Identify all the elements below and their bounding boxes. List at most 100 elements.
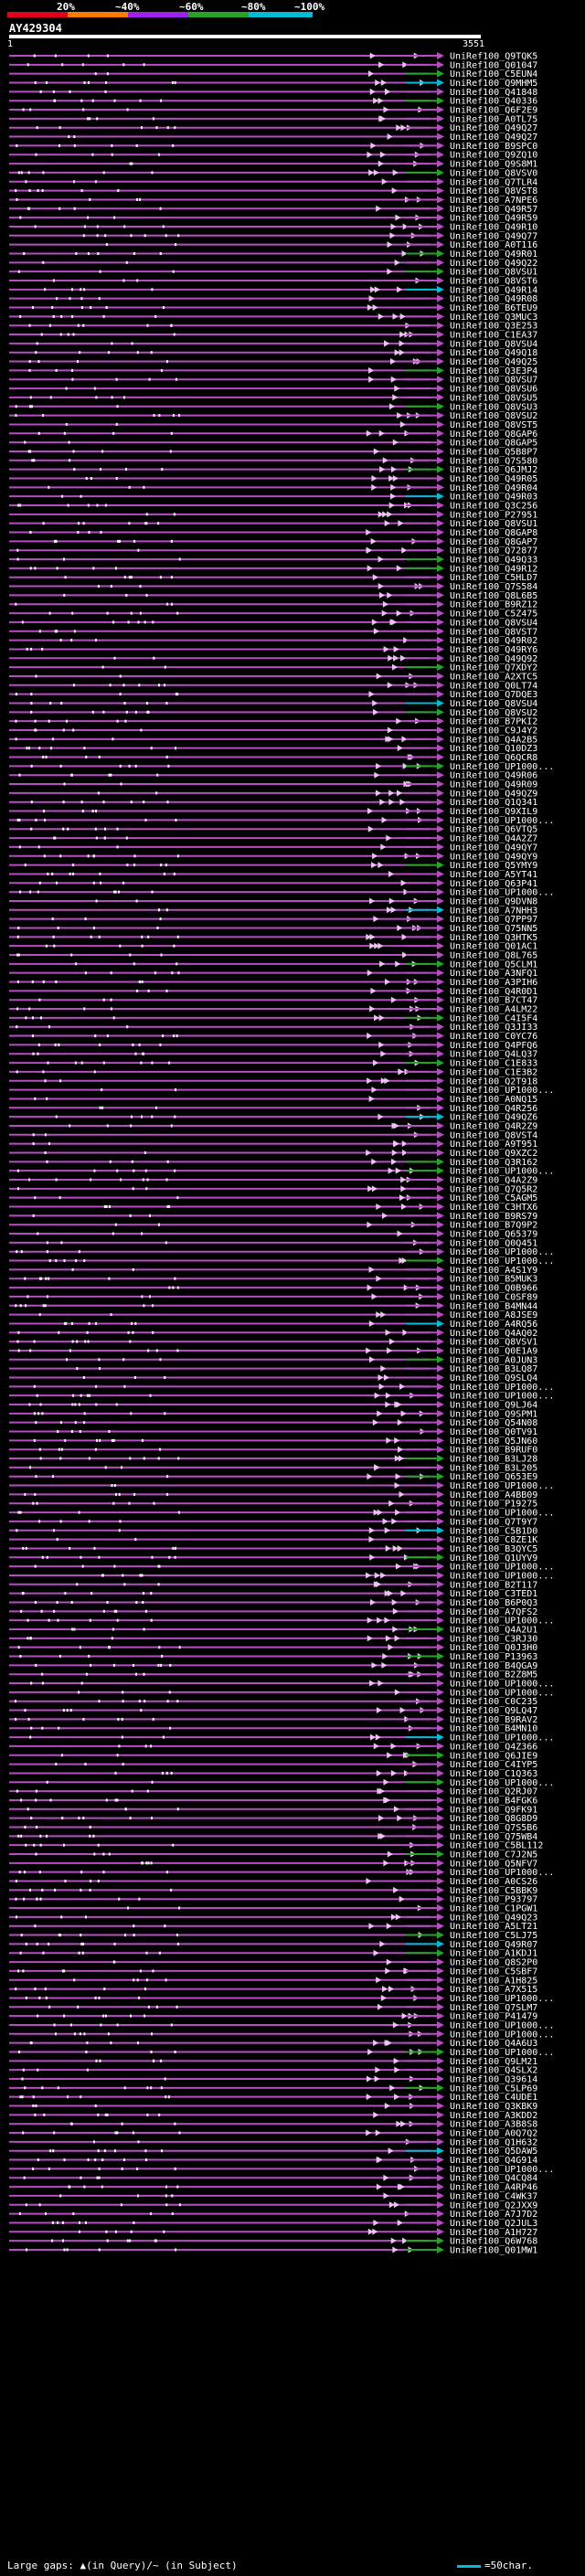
gap-mark	[39, 1834, 42, 1838]
alignment-arrow	[399, 654, 406, 662]
gap-mark	[25, 1304, 27, 1308]
hit-label: UniRef100_Q49Q18	[450, 348, 537, 358]
alignment-arrow	[378, 1383, 385, 1390]
gap-mark	[95, 1321, 97, 1325]
hit-label: UniRef100_A1H825	[450, 1976, 537, 1986]
gap-mark	[49, 2149, 52, 2153]
alignment-arrow	[399, 1194, 405, 1202]
gap-mark	[105, 1205, 108, 1208]
alignment-arrow	[366, 1149, 372, 1156]
hit-end-arrow	[437, 1023, 444, 1031]
gap-mark	[114, 1798, 117, 1802]
hit-label: UniRef100_Q75WB4	[450, 1832, 537, 1842]
hit-end-arrow	[437, 1715, 444, 1723]
gap-mark	[137, 2041, 139, 2045]
hit-end-arrow	[437, 1392, 444, 1400]
gap-mark	[121, 1466, 122, 1469]
hit-label: UniRef100_B7Q9P2	[450, 1221, 537, 1231]
hit-end-arrow	[437, 951, 444, 959]
alignment-arrow	[388, 1644, 394, 1651]
gap-mark	[142, 1052, 144, 1055]
hit-label: UniRef100_UP1000...	[450, 1086, 554, 1096]
scale-bar-icon	[457, 2564, 481, 2568]
gap-mark	[27, 1637, 29, 1640]
gap-mark	[35, 1789, 37, 1793]
gap-mark	[98, 2248, 101, 2252]
alignment-arrow	[399, 313, 406, 320]
alignment-arrow	[378, 429, 385, 437]
gap-mark	[54, 54, 57, 58]
alignment-arrow	[371, 862, 378, 869]
gap-mark	[173, 944, 176, 948]
alignment-arrow	[378, 115, 385, 122]
gap-mark	[129, 1214, 132, 1217]
query-start: 1	[7, 39, 14, 49]
alignment-arrow	[367, 546, 373, 554]
hit-end-arrow	[437, 1320, 444, 1328]
gap-mark	[163, 2230, 165, 2233]
alignment-arrow	[376, 1311, 382, 1319]
gap-mark	[109, 1160, 112, 1163]
hit-end-arrow	[437, 1895, 444, 1903]
hit-label: UniRef100_A7X515	[450, 1985, 537, 1995]
gap-mark	[51, 872, 54, 875]
hit-end-arrow	[437, 708, 444, 716]
alignment-arrow	[378, 591, 385, 599]
hit-end-arrow	[437, 1661, 444, 1670]
gap-mark	[77, 531, 80, 534]
alignment-arrow	[366, 2075, 372, 2083]
alignment-arrow	[401, 546, 408, 554]
hit-label: UniRef100_UP1000...	[450, 1392, 554, 1402]
hit-end-arrow	[437, 123, 444, 132]
hit-end-arrow	[437, 1310, 444, 1319]
gap-mark	[85, 1672, 88, 1676]
gap-mark	[122, 684, 125, 687]
hit-end-arrow	[437, 582, 444, 590]
gap-mark	[54, 539, 57, 543]
hit-end-arrow	[437, 366, 444, 375]
gap-mark	[52, 314, 55, 318]
gap-mark	[174, 2051, 176, 2053]
alignment-arrow	[373, 916, 379, 923]
gap-mark	[112, 1663, 115, 1667]
hit-label: UniRef100_Q49R14	[450, 285, 537, 295]
alignment-arrow	[389, 619, 396, 626]
hit-label: UniRef100_Q3E253	[450, 322, 537, 332]
legend-bar-orange	[68, 12, 128, 17]
gap-mark	[19, 890, 21, 894]
alignment-arrow	[395, 1473, 401, 1480]
gap-mark	[176, 611, 179, 615]
gap-mark	[154, 314, 157, 318]
gap-mark	[119, 674, 122, 678]
alignment-arrow	[397, 924, 403, 931]
gap-mark	[151, 890, 154, 894]
gap-mark	[57, 927, 59, 929]
gap-mark	[69, 1709, 72, 1712]
alignment-arrow	[378, 1014, 385, 1022]
hit-label: UniRef100_Q4A2Z9	[450, 1176, 537, 1186]
gap-mark	[120, 1178, 122, 1182]
gap-mark	[75, 962, 78, 966]
alignment-arrow	[386, 1923, 392, 1930]
hit-end-arrow	[437, 1455, 444, 1463]
alignment-arrow	[397, 1544, 403, 1552]
gap-mark	[42, 522, 45, 525]
alignment-arrow	[378, 1113, 384, 1120]
hit-label: UniRef100_Q49R10	[450, 223, 537, 233]
alignment-arrow	[379, 466, 386, 473]
gap-mark	[73, 2032, 76, 2036]
hit-end-arrow	[437, 924, 444, 932]
hit-end-arrow	[437, 843, 444, 851]
hit-end-arrow	[437, 879, 444, 887]
gap-mark	[144, 2149, 147, 2153]
alignment-arrow	[392, 313, 399, 320]
gap-mark	[151, 1817, 153, 1820]
alignment-arrow	[401, 736, 408, 743]
gap-mark	[19, 504, 22, 507]
gap-mark	[111, 1438, 113, 1442]
gap-mark	[140, 728, 143, 732]
gap-mark	[71, 1627, 74, 1631]
gap-mark	[162, 225, 165, 228]
alignment-arrow	[369, 897, 376, 905]
alignment-arrow	[390, 2237, 397, 2244]
